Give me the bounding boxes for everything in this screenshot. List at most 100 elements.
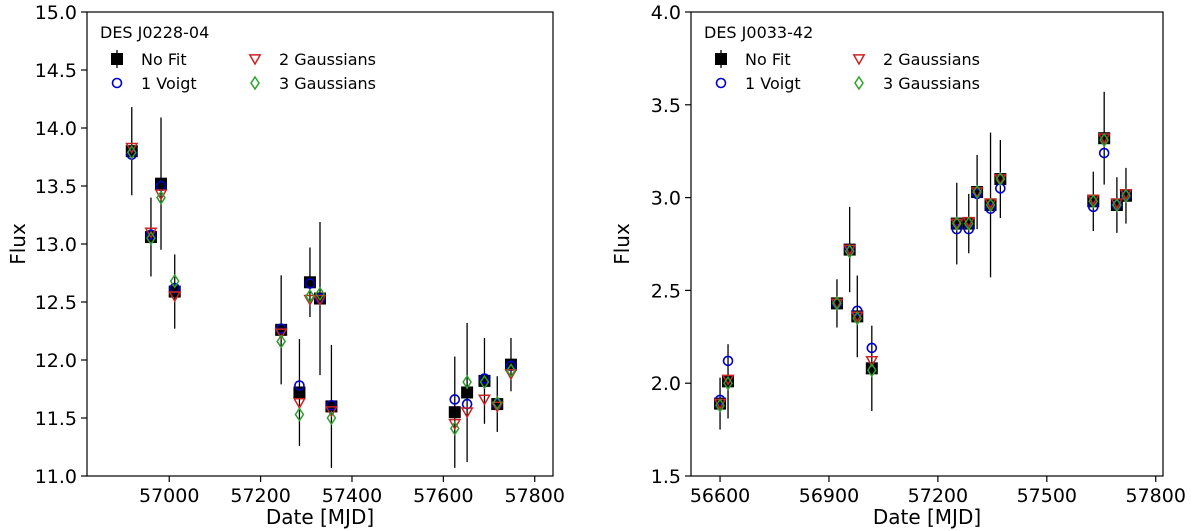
data-point bbox=[294, 380, 305, 391]
data-point bbox=[326, 410, 337, 426]
chart-title: DES J0033-42 bbox=[704, 23, 813, 42]
y-tick-label: 13.0 bbox=[35, 234, 77, 256]
legend-entry: 2 Gaussians bbox=[852, 50, 980, 69]
data-point bbox=[985, 203, 996, 215]
y-tick-label: 2.0 bbox=[651, 373, 681, 395]
data-point bbox=[274, 328, 288, 340]
x-axis-label: Date [MJD] bbox=[266, 505, 374, 529]
legend-label: 3 Gaussians bbox=[279, 74, 376, 93]
data-point bbox=[144, 227, 158, 239]
legend-marker bbox=[248, 54, 262, 66]
series-no-fit bbox=[125, 145, 517, 419]
plot-frame bbox=[690, 11, 1164, 477]
data-point bbox=[303, 294, 317, 307]
x-tick-label: 56600 bbox=[690, 485, 750, 507]
data-point bbox=[305, 288, 315, 304]
data-point bbox=[506, 363, 516, 378]
chart-title: DES J0228-04 bbox=[100, 23, 209, 42]
x-tick-label: 57800 bbox=[504, 485, 564, 507]
data-point bbox=[951, 223, 963, 235]
data-point bbox=[865, 356, 879, 368]
data-point bbox=[963, 223, 975, 235]
legend-label: No Fit bbox=[745, 50, 791, 69]
x-tick-label: 57500 bbox=[1017, 485, 1077, 507]
data-point bbox=[156, 190, 166, 205]
x-tick-label: 57800 bbox=[1126, 485, 1186, 507]
data-point bbox=[866, 362, 877, 378]
data-point bbox=[479, 374, 490, 390]
data-point bbox=[168, 291, 182, 303]
y-tick-label: 12.5 bbox=[35, 292, 77, 314]
x-tick-label: 56900 bbox=[799, 485, 859, 507]
data-point bbox=[1087, 201, 1099, 213]
legend-marker bbox=[111, 53, 123, 65]
data-point bbox=[461, 386, 474, 399]
data-point bbox=[951, 216, 962, 231]
data-point bbox=[315, 286, 325, 302]
data-point bbox=[504, 369, 518, 381]
data-point bbox=[971, 186, 984, 199]
data-point bbox=[995, 171, 1006, 187]
data-point bbox=[276, 334, 287, 349]
y-tick-label: 15.0 bbox=[35, 2, 77, 24]
data-point bbox=[314, 293, 326, 304]
legend-label: 2 Gaussians bbox=[883, 50, 980, 69]
y-tick-label: 14.0 bbox=[35, 118, 77, 140]
series-2-gaussians bbox=[713, 133, 1133, 411]
data-point bbox=[715, 398, 725, 413]
data-point bbox=[324, 406, 338, 418]
x-tick-label: 57400 bbox=[322, 485, 382, 507]
data-point bbox=[950, 218, 964, 231]
series-1-voigt bbox=[126, 149, 517, 411]
data-point bbox=[490, 401, 504, 413]
data-point bbox=[146, 230, 156, 246]
data-point bbox=[830, 298, 844, 310]
y-tick-label: 13.5 bbox=[35, 176, 77, 198]
y-tick-label: 14.5 bbox=[35, 60, 77, 82]
data-point bbox=[294, 407, 305, 422]
legend-entry: No Fit bbox=[715, 50, 791, 69]
legend-label: 3 Gaussians bbox=[883, 74, 980, 93]
data-point bbox=[993, 174, 1007, 186]
series-3-gaussians bbox=[715, 132, 1131, 413]
legend-marker bbox=[715, 77, 727, 89]
data-point bbox=[963, 216, 974, 231]
data-point bbox=[304, 278, 316, 289]
y-axis-label: Flux bbox=[6, 223, 30, 265]
legend-entry: 1 Voigt bbox=[715, 74, 801, 93]
data-point bbox=[460, 407, 474, 419]
data-point bbox=[1099, 132, 1110, 148]
data-point bbox=[1088, 193, 1099, 209]
data-point bbox=[492, 395, 503, 411]
data-point bbox=[994, 173, 1007, 186]
y-axis-label: Flux bbox=[610, 223, 634, 265]
y-tick-label: 4.0 bbox=[651, 2, 681, 24]
legend-marker bbox=[111, 77, 123, 89]
data-point bbox=[477, 394, 491, 406]
data-point bbox=[1121, 188, 1131, 204]
y-tick-label: 1.5 bbox=[651, 466, 681, 488]
legend-marker bbox=[715, 53, 727, 65]
data-point bbox=[832, 296, 842, 311]
x-tick-label: 57600 bbox=[413, 485, 473, 507]
legend-entry: No Fit bbox=[111, 50, 187, 69]
data-point bbox=[722, 355, 734, 367]
data-point bbox=[970, 187, 984, 199]
data-point bbox=[449, 421, 460, 436]
series-3-gaussians bbox=[126, 145, 516, 436]
y-tick-label: 12.0 bbox=[35, 350, 77, 372]
data-point bbox=[723, 375, 733, 391]
x-tick-label: 57000 bbox=[139, 485, 199, 507]
data-point bbox=[844, 244, 855, 259]
y-tick-label: 2.5 bbox=[651, 280, 681, 302]
legend-marker bbox=[250, 75, 260, 91]
data-point bbox=[449, 394, 461, 405]
data-point bbox=[169, 273, 180, 289]
legend-entry: 1 Voigt bbox=[111, 74, 197, 93]
data-point bbox=[1098, 147, 1110, 159]
data-point bbox=[462, 374, 473, 390]
legend-label: No Fit bbox=[141, 50, 187, 69]
data-point bbox=[313, 294, 327, 307]
data-point bbox=[1111, 197, 1122, 213]
